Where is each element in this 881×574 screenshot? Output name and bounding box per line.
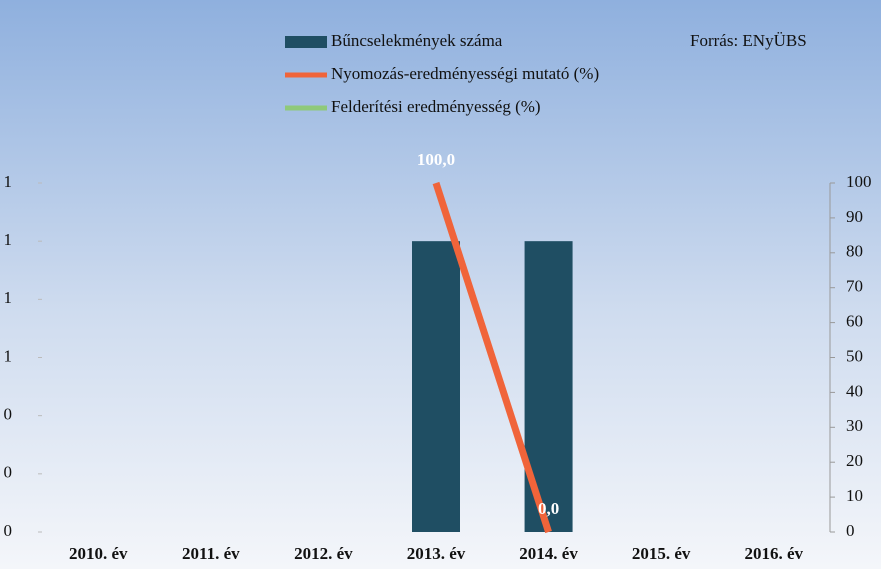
- x-tick-label: 2014. év: [519, 544, 578, 563]
- x-tick-label: 2012. év: [294, 544, 353, 563]
- y2-tick-label: 10: [846, 486, 863, 505]
- legend-swatch: [285, 36, 327, 48]
- y-tick-label: 1: [4, 172, 13, 191]
- y2-tick-label: 40: [846, 381, 863, 400]
- y2-tick-label: 50: [846, 346, 863, 365]
- x-tick-label: 2016. év: [744, 544, 803, 563]
- y2-tick-label: 70: [846, 277, 863, 296]
- x-tick-label: 2011. év: [182, 544, 240, 563]
- x-tick-label: 2010. év: [69, 544, 128, 563]
- y-tick-label: 1: [4, 346, 13, 365]
- legend-label: Bűncselekmények száma: [331, 31, 503, 50]
- y-tick-label: 1: [4, 230, 13, 249]
- legend-label: Nyomozás-eredményességi mutató (%): [331, 64, 599, 83]
- y2-tick-label: 0: [846, 521, 855, 540]
- y-tick-label: 0: [4, 521, 13, 540]
- y2-tick-label: 80: [846, 242, 863, 261]
- source: Forrás: ENyÜBS: [690, 31, 807, 50]
- bar: [412, 241, 460, 532]
- y2-tick-label: 90: [846, 207, 863, 226]
- x-tick-label: 2015. év: [632, 544, 691, 563]
- line: [432, 181, 552, 534]
- data-label: 0,0: [538, 499, 559, 518]
- y2-tick-label: 60: [846, 312, 863, 331]
- y-tick-label: 0: [4, 405, 13, 424]
- data-label: 100,0: [417, 150, 455, 169]
- y-tick-label: 0: [4, 463, 13, 482]
- x-tick-label: 2013. év: [407, 544, 466, 563]
- legend-label: Felderítési eredményesség (%): [331, 97, 541, 116]
- y2-tick-label: 20: [846, 451, 863, 470]
- y2-tick-label: 100: [846, 172, 872, 191]
- y-tick-label: 1: [4, 288, 13, 307]
- y2-tick-label: 30: [846, 416, 863, 435]
